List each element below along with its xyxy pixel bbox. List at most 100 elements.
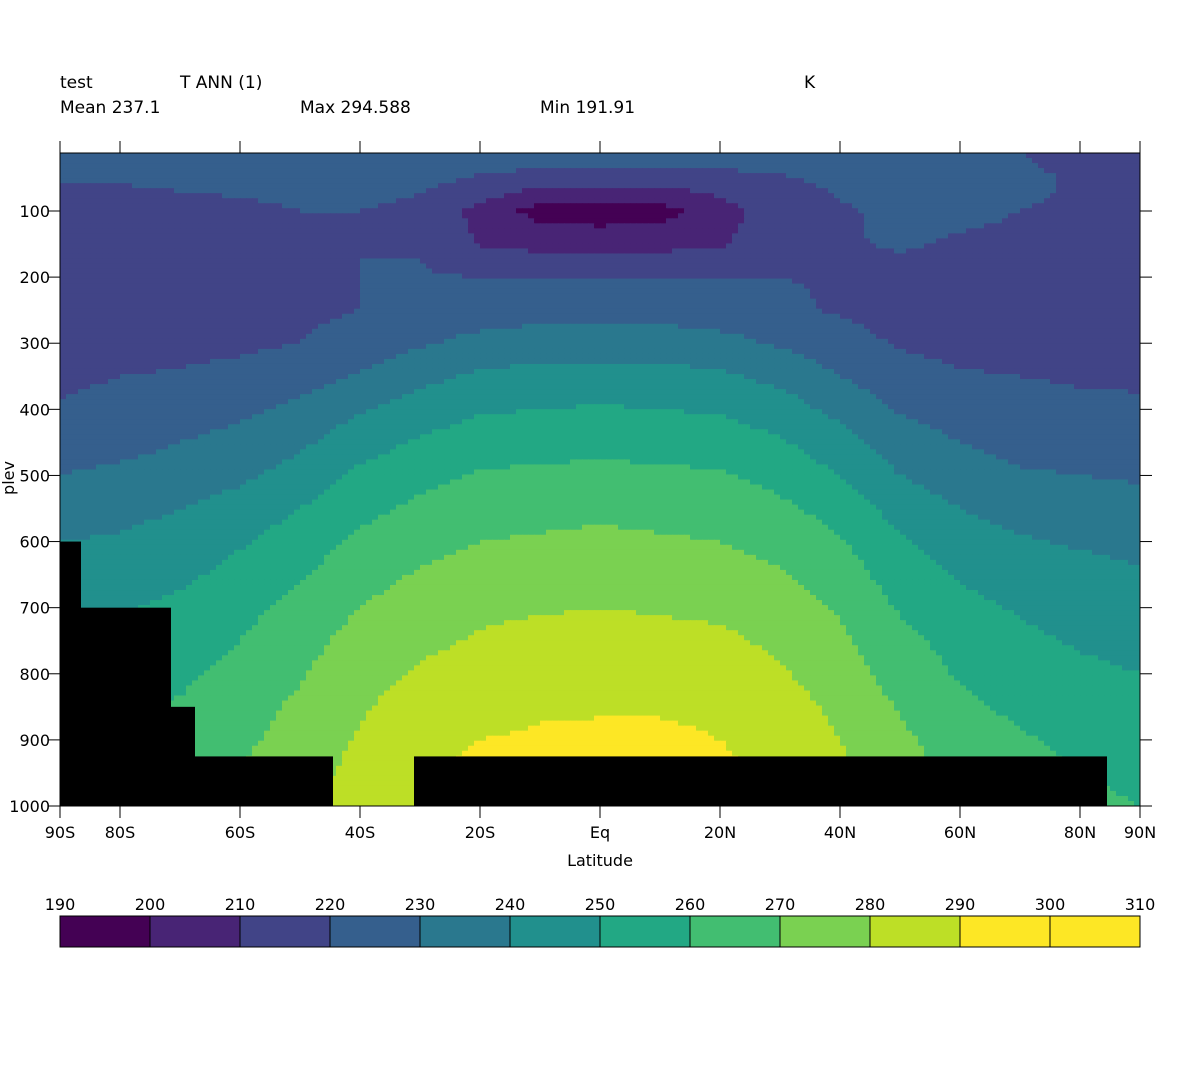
field-cell: [948, 158, 955, 164]
field-cell: [282, 248, 289, 255]
field-cell: [300, 168, 307, 174]
field-cell: [948, 153, 955, 159]
field-cell: [1110, 263, 1117, 270]
field-cell: [900, 188, 907, 194]
field-cell: [1044, 163, 1051, 169]
field-cell: [1110, 188, 1117, 194]
field-cell: [312, 203, 319, 209]
field-cell: [276, 163, 283, 169]
field-cell: [864, 263, 871, 270]
field-cell: [558, 218, 565, 224]
field-cell: [180, 173, 187, 179]
field-cell: [930, 223, 937, 229]
field-cell: [846, 153, 853, 159]
field-cell: [1134, 213, 1140, 219]
field-cell: [1128, 163, 1135, 169]
field-cell: [834, 273, 841, 280]
field-cell: [288, 253, 295, 260]
field-cell: [534, 208, 541, 214]
field-cell: [1104, 198, 1111, 204]
field-cell: [978, 263, 985, 270]
field-cell: [1038, 223, 1045, 229]
field-cell: [1098, 218, 1105, 224]
field-cell: [210, 223, 217, 229]
field-cell: [678, 243, 685, 250]
field-cell: [588, 278, 595, 285]
field-cell: [198, 198, 205, 204]
field-cell: [792, 243, 799, 250]
field-cell: [300, 278, 307, 285]
field-cell: [408, 288, 415, 295]
field-cell: [798, 163, 805, 169]
field-cell: [384, 198, 391, 204]
field-cell: [726, 243, 733, 250]
field-cell: [552, 213, 559, 219]
field-cell: [210, 178, 217, 184]
field-cell: [726, 263, 733, 270]
field-cell: [1086, 268, 1093, 275]
field-cell: [996, 238, 1003, 245]
field-cell: [264, 283, 271, 290]
field-cell: [198, 273, 205, 280]
field-cell: [1074, 168, 1081, 174]
field-cell: [396, 223, 403, 229]
field-cell: [1104, 253, 1111, 260]
field-cell: [336, 243, 343, 250]
field-cell: [588, 203, 595, 209]
field-cell: [432, 253, 439, 260]
field-cell: [924, 248, 931, 255]
field-cell: [78, 173, 85, 179]
field-cell: [960, 273, 967, 280]
field-cell: [714, 213, 721, 219]
field-cell: [480, 223, 487, 229]
field-cell: [1014, 188, 1021, 194]
field-cell: [1008, 193, 1015, 199]
field-cell: [90, 208, 97, 214]
field-cell: [408, 248, 415, 255]
field-cell: [1038, 233, 1045, 239]
field-cell: [156, 223, 163, 229]
field-cell: [456, 168, 463, 174]
field-cell: [258, 173, 265, 179]
field-cell: [846, 173, 853, 179]
field-cell: [834, 198, 841, 204]
field-cell: [288, 223, 295, 229]
field-cell: [240, 288, 247, 295]
field-cell: [324, 213, 331, 219]
field-cell: [168, 253, 175, 260]
field-cell: [978, 173, 985, 179]
field-cell: [216, 238, 223, 245]
field-cell: [246, 258, 253, 265]
field-cell: [60, 278, 67, 285]
field-cell: [726, 188, 733, 194]
field-cell: [96, 158, 103, 164]
field-cell: [1098, 198, 1105, 204]
field-cell: [288, 268, 295, 275]
field-cell: [798, 268, 805, 275]
field-cell: [258, 203, 265, 209]
field-cell: [792, 208, 799, 214]
field-cell: [108, 178, 115, 184]
field-cell: [732, 153, 739, 159]
field-cell: [108, 203, 115, 209]
field-cell: [312, 223, 319, 229]
field-cell: [84, 263, 91, 270]
field-cell: [594, 278, 601, 285]
field-cell: [342, 203, 349, 209]
field-cell: [288, 283, 295, 290]
field-cell: [1134, 198, 1140, 204]
field-cell: [510, 238, 517, 245]
field-cell: [858, 258, 865, 265]
field-cell: [480, 258, 487, 265]
field-cell: [234, 228, 241, 234]
field-cell: [390, 183, 397, 189]
field-cell: [972, 193, 979, 199]
field-cell: [738, 243, 745, 250]
field-cell: [984, 213, 991, 219]
field-cell: [372, 163, 379, 169]
field-cell: [948, 183, 955, 189]
field-cell: [1050, 183, 1057, 189]
field-cell: [216, 273, 223, 280]
field-cell: [774, 218, 781, 224]
field-cell: [576, 253, 583, 260]
